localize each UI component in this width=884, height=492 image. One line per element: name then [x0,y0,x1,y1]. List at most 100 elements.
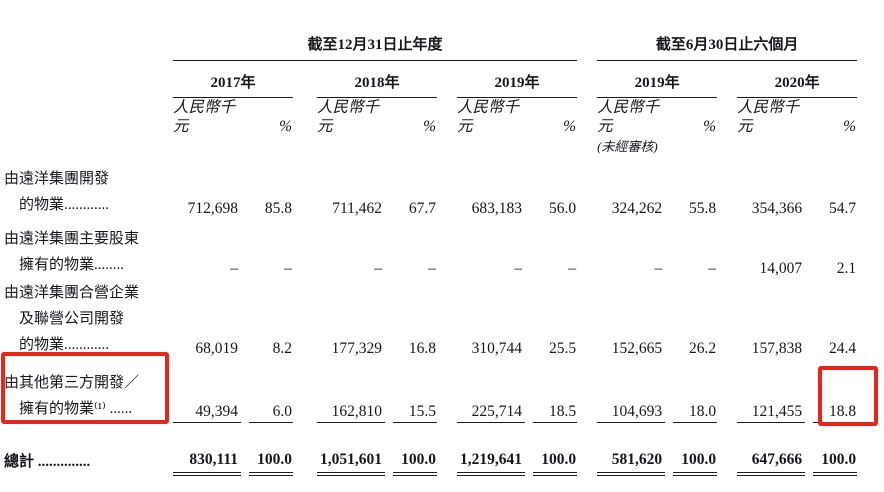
gap-cell [241,358,249,422]
table-row-total: 總計 .............. 830,111 100.0 1,051,60… [4,422,858,477]
total-label: 總計 .............. [4,453,91,470]
percent-cell: 6.0 [249,358,293,423]
gap-cell [577,218,597,278]
gap-cell [665,278,673,358]
gap-cell [293,97,317,138]
gap-cell [437,278,457,358]
amount-cell: 68,019 [195,339,238,357]
amount-cell: 14,007 [759,259,803,277]
gap-cell [805,278,813,358]
gap-cell [293,422,317,474]
amount-cell: – [654,259,663,277]
percent-unit-label: % [563,117,577,135]
row-label: 由遠洋集團主要股東 擁有的物業........ [4,218,173,278]
gap-cell [4,60,173,97]
gap-cell [437,60,457,97]
percent-unit-label: % [843,117,857,135]
gap-cell [241,278,249,358]
amount-cell: – [374,259,382,277]
revenue-breakdown-table: 截至12月31日止年度 截至6月30日止六個月 2017年 2018年 2019… [4,26,858,477]
gap-cell [577,278,597,358]
row-label-line: 由遠洋集團合營企業 [4,285,140,302]
percent-unit-label: % [279,117,292,135]
total-amount-cell: 581,620 [597,422,666,477]
gap-cell [717,158,737,218]
gap-cell [241,218,249,278]
total-percent-cell: 100.0 [533,422,578,477]
total-amount-cell: 1,051,601 [317,422,385,477]
gap-cell [665,422,673,474]
gap-cell [525,422,533,474]
amount-cell: 157,838 [751,339,803,357]
gap-cell [717,422,737,474]
gap-cell [525,218,533,278]
gap-cell [385,358,393,422]
year-header-2019: 2019年 [457,60,578,98]
row-label-line: 的物業............ [19,337,110,354]
percent-cell: 67.7 [408,199,436,217]
amount-cell: 324,262 [611,199,663,217]
percent-cell: 16.8 [408,339,436,357]
year-header-2019-interim: 2019年 [597,60,718,98]
percent-cell: 56.0 [548,199,577,217]
gap-cell [437,358,457,422]
gap-cell [437,97,457,138]
amount-cell: 712,698 [187,199,238,217]
gap-cell [241,158,249,218]
gap-cell [577,158,597,218]
percent-cell: 25.5 [548,339,577,357]
total-percent-cell: 100.0 [249,422,293,477]
gap-cell [577,358,597,422]
interim-period-header: 截至6月30日止六個月 [597,26,858,61]
currency-unit-label: 人民幣千元 [597,98,660,135]
row-label-line: 擁有的物業........ [19,257,125,274]
amount-cell: – [230,259,238,277]
row-label-line: 由遠洋集團主要股東 [4,231,140,248]
unaudited-note-row: (未經審核) [4,138,857,158]
row-label: 由其他第三方開發／ 擁有的物業⁽¹⁾ ...... [4,358,173,422]
gap-cell [437,218,457,278]
gap-cell [4,26,173,60]
annual-period-header: 截至12月31日止年度 [173,26,578,61]
percent-cell: 2.1 [836,259,857,277]
row-label: 由遠洋集團開發 的物業............ [4,158,173,218]
gap-cell [717,278,737,358]
amount-cell: 354,366 [751,199,803,217]
row-label-line: 及聯營公司開發 [19,311,125,328]
percent-cell: – [284,259,292,277]
gap-cell [525,97,533,138]
gap-cell [577,422,597,474]
gap-cell [665,218,673,278]
amount-cell: 177,329 [331,339,382,357]
year-header-2017: 2017年 [173,60,293,98]
gap-cell [437,422,457,474]
percent-cell: 26.2 [688,339,717,357]
percent-cell: 18.0 [673,358,718,423]
gap-cell [385,422,393,474]
percent-cell: 24.4 [828,339,857,357]
gap-cell [717,218,737,278]
amount-cell: 104,693 [597,358,666,423]
percent-cell: 54.7 [828,199,857,217]
percent-cell: 85.8 [264,199,292,217]
year-header-2018: 2018年 [317,60,437,98]
gap-cell [385,278,393,358]
gap-cell [437,158,457,218]
row-label-line: 擁有的物業⁽¹⁾ ...... [19,401,133,418]
currency-unit-label: 人民幣千元 [317,98,380,135]
gap-cell [717,138,857,158]
table-row-jv-associates-developed: 由遠洋集團合營企業 及聯營公司開發 的物業............ 68,019… [4,278,857,358]
gap-cell [805,218,813,278]
gap-cell [665,97,673,138]
total-percent-cell: 100.0 [813,422,858,477]
gap-cell [293,358,317,422]
gap-cell [4,97,173,138]
percent-unit-label: % [423,117,436,135]
amount-cell: 683,183 [471,199,522,217]
total-amount-cell: 830,111 [173,422,241,477]
amount-cell: 162,810 [317,358,385,423]
amount-cell: 711,462 [332,199,382,217]
gap-cell [525,278,533,358]
unaudited-note: (未經審核) [597,139,658,155]
